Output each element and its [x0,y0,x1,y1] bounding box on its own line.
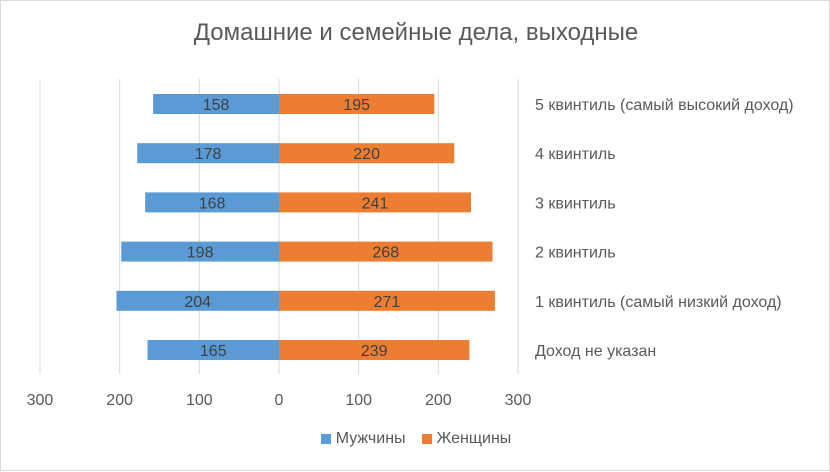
data-label-women: 220 [353,146,380,163]
category-label: Доход не указан [535,343,656,360]
bar-women [279,241,493,262]
x-tick-label: 0 [275,392,284,409]
data-label-women: 271 [374,294,401,311]
bar-men [137,143,279,164]
bar-women [279,340,470,360]
data-label-women: 195 [343,97,370,114]
x-tick-label: 100 [345,392,372,409]
bar-men [153,94,279,114]
data-label-men: 198 [187,245,214,262]
bar-women [279,143,455,164]
category-label: 1 квинтиль (самый низкий доход) [535,294,782,311]
bar-women [279,94,435,114]
x-tick-label: 300 [505,392,532,409]
legend-swatch [320,434,331,444]
bar-women [279,192,472,213]
bar-women [279,290,495,311]
bar-men [145,192,279,213]
x-tick-label: 200 [106,392,133,409]
category-label: 3 квинтиль [535,195,616,212]
legend-label: Женщины [436,430,512,447]
category-label: 4 квинтиль [535,146,616,163]
data-label-men: 168 [199,195,226,212]
data-label-men: 178 [195,146,222,163]
legend-item: Женщины [421,430,512,448]
x-tick-label: 300 [27,392,54,409]
legend-swatch [421,434,432,444]
chart-legend: Мужчины Женщины [1,430,830,449]
legend-label: Мужчины [335,430,406,447]
chart-title: Домашние и семейные дела, выходные [193,19,639,46]
bar-men [121,241,279,262]
data-label-men: 165 [200,343,227,360]
category-label: 5 квинтиль (самый высокий доход) [535,97,794,114]
data-label-women: 268 [372,245,399,262]
legend-item: Мужчины [320,430,406,448]
category-label: 2 квинтиль [535,245,616,262]
data-label-women: 241 [362,195,389,212]
bar-men [147,340,279,360]
data-label-men: 158 [203,97,230,114]
x-tick-label: 100 [186,392,213,409]
bar-men [116,290,279,311]
data-label-women: 239 [361,343,388,360]
x-tick-label: 200 [425,392,452,409]
data-label-men: 204 [184,294,211,311]
